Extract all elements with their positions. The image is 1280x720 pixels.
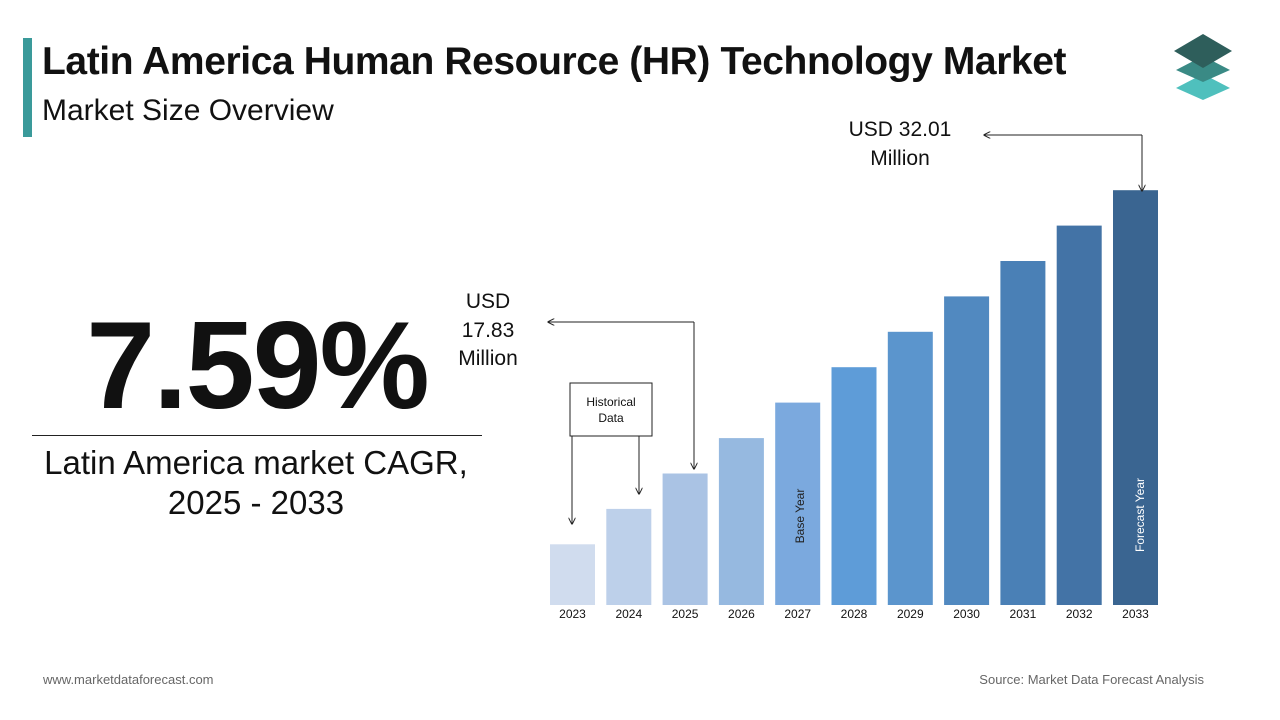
bar-2033: [1113, 190, 1158, 605]
x-tick-2032: 2032: [1066, 607, 1093, 621]
bar-2031: [1000, 261, 1046, 605]
bar-2032: [1056, 225, 1102, 605]
bar-2023: [550, 544, 595, 605]
bars-group: [550, 190, 1158, 605]
historical-data-box: [569, 382, 653, 437]
stacked-layers-icon: [1174, 34, 1232, 100]
footer-source: Source: Market Data Forecast Analysis: [979, 672, 1204, 687]
x-tick-2031: 2031: [1010, 607, 1037, 621]
bar-2028: [831, 367, 877, 605]
footer-website: www.marketdataforecast.com: [43, 672, 214, 687]
callout-2025-line3: Million: [458, 347, 518, 370]
cagr-label-line1: Latin America market CAGR,: [44, 444, 468, 481]
callout-2025-line1: USD: [466, 290, 510, 313]
bar-2026: [718, 438, 764, 605]
bar-2025: [662, 473, 708, 605]
cagr-label: Latin America market CAGR, 2025 - 2033: [0, 443, 512, 523]
x-tick-2033: 2033: [1122, 607, 1149, 621]
callout-2033-line1: USD 32.01: [849, 118, 952, 141]
cagr-value: 7.59%: [86, 297, 430, 435]
cagr-divider: [32, 435, 482, 436]
title-accent-bar: [23, 38, 32, 137]
x-tick-2029: 2029: [897, 607, 924, 621]
base-year-label: Base Year: [793, 489, 807, 544]
x-tick-2030: 2030: [953, 607, 980, 621]
historical-data-label-line1: Historical: [586, 395, 635, 409]
forecast-year-label: Forecast Year: [1133, 478, 1147, 552]
bar-2027: [775, 402, 821, 605]
cagr-label-line2: 2025 - 2033: [167, 484, 345, 521]
historical-data-label-line2: Data: [598, 411, 624, 425]
x-tick-2027: 2027: [784, 607, 811, 621]
bar-2030: [944, 296, 990, 605]
callout-2025-line2: 17.83: [462, 319, 515, 342]
callout-2033-line2: Million: [870, 147, 930, 170]
x-tick-2025: 2025: [672, 607, 699, 621]
x-tick-2028: 2028: [841, 607, 868, 621]
x-axis-ticks: 2023 2024 2025 2026 2027 2028 2029 2030 2031 2032…: [559, 607, 1149, 621]
page-title: Latin America Human Resource (HR) Techno…: [42, 40, 1067, 83]
bar-2029: [887, 331, 933, 605]
x-tick-2024: 2024: [615, 607, 642, 621]
x-tick-2023: 2023: [559, 607, 586, 621]
x-tick-2026: 2026: [728, 607, 755, 621]
bar-2024: [606, 508, 652, 605]
page-subtitle: Market Size Overview: [42, 94, 334, 127]
